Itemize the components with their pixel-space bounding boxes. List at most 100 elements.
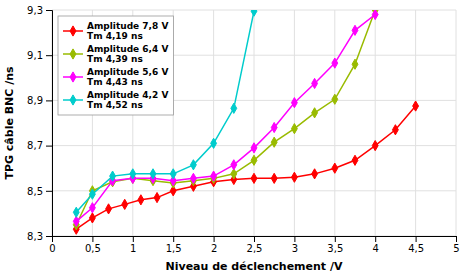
x-axis-tick: 4	[373, 236, 379, 254]
series-marker	[332, 58, 338, 68]
series-marker	[372, 10, 378, 20]
legend-marker	[70, 95, 76, 105]
grid-line-x	[415, 10, 416, 236]
series-marker	[154, 192, 160, 202]
y-axis-tick: 9,1	[27, 50, 52, 61]
x-axis-tick-label: 4,5	[408, 243, 424, 254]
x-axis-tick: 2,5	[247, 236, 263, 254]
x-axis-tick-label: 3,5	[327, 243, 343, 254]
y-axis-tick-label: 9,1	[27, 50, 43, 61]
legend-label: Amplitude 5,6 VTm 4,43 ns	[87, 67, 168, 87]
y-axis-domain	[46, 11, 53, 237]
x-axis-tick-line	[294, 236, 295, 242]
x-axis-tick-label: 1	[130, 243, 136, 254]
x-axis-tick: 4,5	[408, 236, 424, 254]
legend-marker	[70, 49, 76, 59]
x-axis-tick-line	[375, 236, 376, 242]
x-axis-tick-line	[335, 236, 336, 242]
x-axis-tick-label: 2,5	[247, 243, 263, 254]
grid-line-x	[213, 10, 214, 236]
y-axis-tick-label: 8,7	[27, 140, 43, 151]
legend-item: Amplitude 7,8 VTm 4,19 ns	[63, 21, 168, 41]
x-axis-tick-label: 3	[292, 243, 298, 254]
legend-item: Amplitude 4,2 VTm 4,52 ns	[63, 90, 168, 110]
y-axis-title: TPG câble BNC /ns	[3, 66, 16, 180]
series-marker	[106, 204, 112, 214]
x-axis-tick-label: 4	[373, 243, 379, 254]
grid-line-x	[334, 10, 335, 236]
series-marker	[251, 173, 257, 183]
series-marker	[271, 137, 277, 147]
series-layer	[73, 10, 418, 234]
series-marker	[251, 143, 257, 153]
series-marker	[291, 172, 297, 182]
y-axis-tick: 8,7	[27, 140, 52, 151]
legend-frame	[58, 16, 173, 115]
series-marker	[352, 25, 358, 35]
x-axis-tick: 2	[211, 236, 217, 254]
series-marker	[170, 169, 176, 179]
series-marker	[271, 122, 277, 132]
series-marker	[251, 10, 257, 16]
series-marker	[251, 155, 257, 165]
y-axis-tick-line	[46, 236, 52, 237]
x-axis-tick: 3,5	[327, 236, 343, 254]
series-marker	[89, 213, 95, 223]
y-axis-tick-line	[46, 146, 52, 147]
series-marker	[231, 160, 237, 170]
series-marker	[122, 199, 128, 209]
y-axis-tick: 8,9	[27, 95, 52, 106]
series	[73, 101, 418, 234]
y-axis-tick-label: 8,5	[27, 186, 43, 197]
x-axis-tick-label: 1,5	[166, 243, 182, 254]
x-axis-tick-label: 0	[49, 243, 55, 254]
x-axis-tick-line	[92, 236, 93, 242]
y-axis: 8,3 8,5 8,7 8,9 9,1 9,3	[27, 5, 52, 242]
y-axis-tick: 9,3	[27, 5, 52, 16]
series-marker	[190, 160, 196, 170]
x-axis-tick: 1	[130, 236, 136, 254]
series-marker	[413, 101, 419, 111]
legend-item: Amplitude 6,4 VTm 4,39 ns	[63, 44, 168, 64]
series-marker	[130, 169, 136, 179]
grid	[52, 10, 456, 236]
series-marker	[89, 189, 95, 199]
chart: 0 0,5 1 1,5 2 2,5 3 3,5 4 4,5 5 8,3 8,5 8,7 8,9 9,1 9,3 A…	[0, 0, 470, 276]
legend-marker	[70, 72, 76, 82]
x-axis-tick: 3	[292, 236, 298, 254]
series-marker	[332, 163, 338, 173]
series-marker	[110, 171, 116, 181]
series-marker	[312, 169, 318, 179]
y-axis-tick-line	[46, 100, 52, 101]
series-marker	[271, 173, 277, 183]
x-axis-tick-line	[133, 236, 134, 242]
x-axis-tick-label: 0,5	[85, 243, 101, 254]
series-marker	[352, 155, 358, 165]
series-marker	[392, 125, 398, 135]
series-marker	[291, 98, 297, 108]
y-axis-tick: 8,3	[27, 231, 52, 242]
series-marker	[211, 171, 217, 181]
y-axis-tick-line	[46, 191, 52, 192]
series-line	[76, 15, 375, 222]
series-marker	[150, 169, 156, 179]
legend-label: Amplitude 7,8 VTm 4,19 ns	[87, 21, 168, 41]
y-axis-tick-label: 8,3	[27, 231, 43, 242]
legend-label: Amplitude 4,2 VTm 4,52 ns	[87, 90, 168, 110]
x-axis-tick: 0	[49, 236, 55, 254]
legend-item: Amplitude 5,6 VTm 4,43 ns	[63, 67, 168, 87]
x-axis-tick-label: 2	[211, 243, 217, 254]
grid-line-x	[375, 10, 376, 236]
y-axis-tick: 8,5	[27, 186, 52, 197]
x-axis-tick-label: 5	[453, 243, 459, 254]
series-marker	[372, 141, 378, 151]
x-axis-tick: 0,5	[85, 236, 101, 254]
y-axis-tick-label: 8,9	[27, 95, 43, 106]
series-marker	[73, 207, 79, 217]
series-marker	[138, 195, 144, 205]
legend-marker	[70, 26, 76, 36]
x-axis-tick-line	[456, 236, 457, 242]
x-axis-title: Niveau de déclenchement /V	[166, 260, 343, 273]
x-axis-tick: 5	[453, 236, 459, 254]
x-axis-tick-line	[416, 236, 417, 242]
